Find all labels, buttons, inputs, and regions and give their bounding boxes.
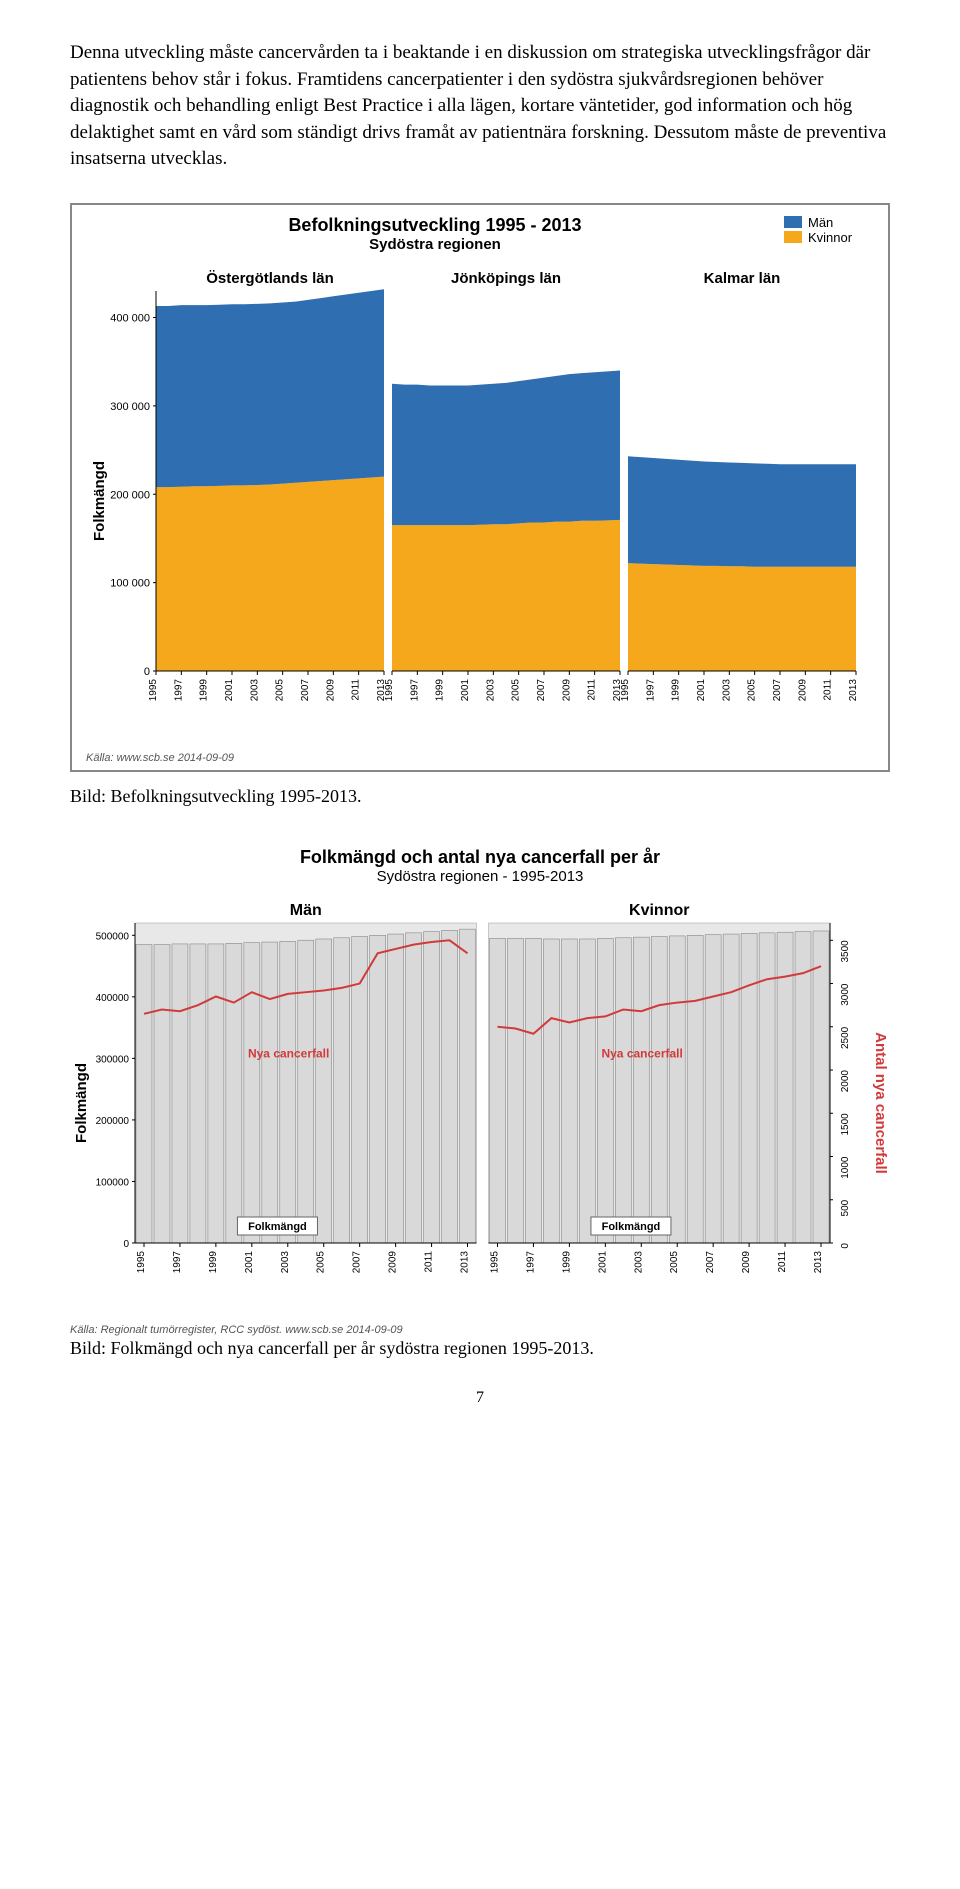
svg-text:2011: 2011 [823,679,834,701]
chart2-svg: Folkmängd Antal nya cancerfall 0 100000 2000… [70,893,890,1313]
svg-text:2005: 2005 [316,1251,327,1274]
chart-population: Befolkningsutveckling 1995 - 2013 Sydöst… [70,203,890,772]
svg-text:500: 500 [840,1199,851,1216]
svg-text:2013: 2013 [460,1251,471,1274]
chart2-caption: Bild: Folkmängd och nya cancerfall per å… [70,1338,890,1359]
svg-text:2009: 2009 [561,679,572,702]
svg-text:Män: Män [290,902,322,919]
svg-text:200 000: 200 000 [110,489,150,501]
svg-text:2500: 2500 [840,1026,851,1049]
svg-text:2005: 2005 [511,679,522,702]
svg-text:100000: 100000 [96,1177,130,1188]
svg-text:2011: 2011 [424,1251,435,1273]
chart1-legend: Män Kvinnor [784,215,874,261]
svg-text:1997: 1997 [409,679,420,702]
svg-text:Folkmängd: Folkmängd [73,1063,90,1143]
svg-text:2005: 2005 [669,1251,680,1274]
svg-text:2000: 2000 [840,1070,851,1093]
svg-text:1999: 1999 [199,679,210,702]
svg-text:2011: 2011 [777,1251,788,1273]
svg-text:1995: 1995 [384,679,395,702]
chart2-title: Folkmängd och antal nya cancerfall per å… [70,847,890,868]
svg-text:400000: 400000 [96,993,130,1004]
svg-text:Nya cancerfall: Nya cancerfall [601,1046,682,1060]
svg-text:2007: 2007 [536,679,547,702]
chart2-subtitle: Sydöstra regionen - 1995-2013 [70,868,890,885]
svg-text:2011: 2011 [351,679,362,701]
svg-text:1999: 1999 [561,1251,572,1274]
svg-text:2001: 2001 [224,679,235,702]
svg-text:3500: 3500 [840,940,851,963]
svg-text:2001: 2001 [460,679,471,702]
legend-men: Män [808,215,833,230]
svg-text:100 000: 100 000 [110,578,150,590]
svg-text:2003: 2003 [280,1251,291,1274]
chart2-source: Källa: Regionalt tumörregister, RCC sydö… [70,1324,890,1336]
svg-text:1999: 1999 [671,679,682,702]
svg-text:1997: 1997 [525,1251,536,1274]
svg-text:2003: 2003 [485,679,496,702]
svg-text:2003: 2003 [721,679,732,702]
svg-text:1000: 1000 [840,1156,851,1179]
svg-text:Antal nya cancerfall: Antal nya cancerfall [872,1032,889,1174]
svg-text:2013: 2013 [813,1251,824,1274]
svg-text:2007: 2007 [772,679,783,702]
intro-paragraph: Denna utveckling måste cancervården ta i… [70,40,890,173]
svg-text:1995: 1995 [148,679,159,702]
svg-text:0: 0 [123,1239,129,1250]
svg-text:2011: 2011 [587,679,598,701]
svg-text:2007: 2007 [300,679,311,702]
chart1-subtitle: Sydöstra regionen [86,236,784,253]
svg-text:400 000: 400 000 [110,312,150,324]
svg-text:2001: 2001 [696,679,707,702]
svg-text:2001: 2001 [244,1251,255,1274]
svg-text:1995: 1995 [489,1251,500,1274]
svg-text:Kvinnor: Kvinnor [629,902,689,919]
page-number: 7 [70,1389,890,1407]
chart1-svg: Folkmängd 0 100 000 200 000 300 000 400 000 Ös… [86,261,866,741]
svg-text:2009: 2009 [797,679,808,702]
svg-text:Folkmängd: Folkmängd [602,1221,661,1233]
svg-text:1999: 1999 [435,679,446,702]
svg-text:300 000: 300 000 [110,401,150,413]
svg-text:1999: 1999 [208,1251,219,1274]
chart1-source: Källa: www.scb.se 2014-09-09 [86,752,874,764]
svg-text:2009: 2009 [388,1251,399,1274]
svg-text:1995: 1995 [620,679,631,702]
svg-text:1997: 1997 [173,679,184,702]
svg-text:1500: 1500 [840,1113,851,1136]
legend-women: Kvinnor [808,230,852,245]
svg-text:Jönköpings län: Jönköpings län [451,270,561,287]
svg-text:2013: 2013 [848,679,859,702]
svg-text:2009: 2009 [741,1251,752,1274]
svg-text:2005: 2005 [747,679,758,702]
svg-text:2007: 2007 [352,1251,363,1274]
svg-text:Folkmängd: Folkmängd [91,461,108,541]
svg-text:2003: 2003 [249,679,260,702]
svg-text:3000: 3000 [840,983,851,1006]
svg-text:2009: 2009 [325,679,336,702]
svg-text:0: 0 [144,666,150,678]
svg-text:1997: 1997 [172,1251,183,1274]
svg-text:2001: 2001 [597,1251,608,1274]
svg-text:Nya cancerfall: Nya cancerfall [248,1046,329,1060]
svg-text:0: 0 [840,1243,851,1249]
svg-text:1997: 1997 [645,679,656,702]
svg-text:500000: 500000 [96,931,130,942]
svg-text:300000: 300000 [96,1054,130,1065]
chart1-caption: Bild: Befolkningsutveckling 1995-2013. [70,786,890,807]
svg-text:2005: 2005 [275,679,286,702]
svg-text:Östergötlands län: Östergötlands län [206,270,334,287]
svg-text:Kalmar län: Kalmar län [704,270,781,287]
svg-text:Folkmängd: Folkmängd [248,1221,307,1233]
chart1-title: Befolkningsutveckling 1995 - 2013 [86,215,784,236]
svg-text:1995: 1995 [136,1251,147,1274]
svg-text:2003: 2003 [633,1251,644,1274]
svg-text:200000: 200000 [96,1116,130,1127]
chart-cancer: Folkmängd och antal nya cancerfall per å… [70,847,890,1336]
svg-text:2007: 2007 [705,1251,716,1274]
